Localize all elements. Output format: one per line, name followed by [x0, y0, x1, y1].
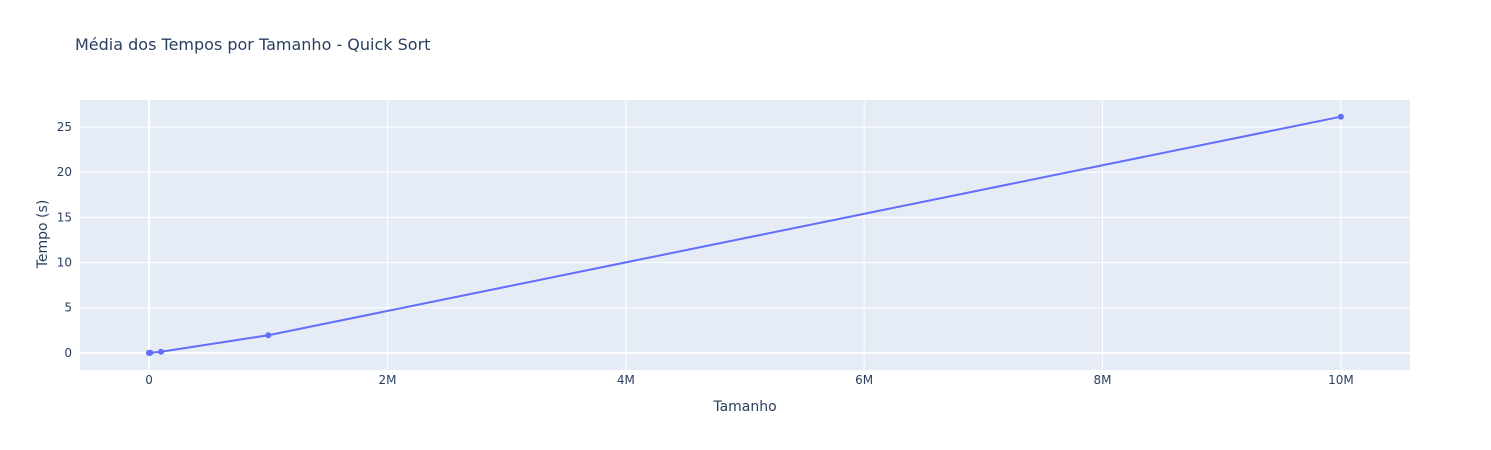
y-axis-title: Tempo (s)	[35, 200, 51, 270]
x-tick-label: 6M	[855, 373, 873, 387]
chart-title: Média dos Tempos por Tamanho - Quick Sor…	[75, 35, 430, 54]
y-tick-label: 15	[57, 210, 72, 224]
x-tick-label: 10M	[1328, 373, 1354, 387]
x-tick-label: 2M	[378, 373, 396, 387]
data-point	[265, 332, 272, 339]
x-tick-label: 8M	[1094, 373, 1112, 387]
x-tick-label: 4M	[617, 373, 635, 387]
plot-background	[80, 100, 1410, 370]
x-axis-title: Tamanho	[712, 399, 776, 415]
y-tick-label: 25	[57, 120, 72, 134]
y-tick-label: 10	[57, 256, 72, 270]
data-point	[158, 348, 165, 355]
y-tick-label: 5	[64, 301, 72, 315]
data-point	[1337, 113, 1344, 120]
x-tick-label: 0	[145, 373, 153, 387]
y-tick-label: 20	[57, 165, 72, 179]
plot-area: 0 2M 4M 6M 8M 10M 0 5 10 15 20 25	[57, 100, 1410, 387]
y-tick-label: 0	[64, 346, 72, 360]
data-point	[147, 349, 154, 356]
